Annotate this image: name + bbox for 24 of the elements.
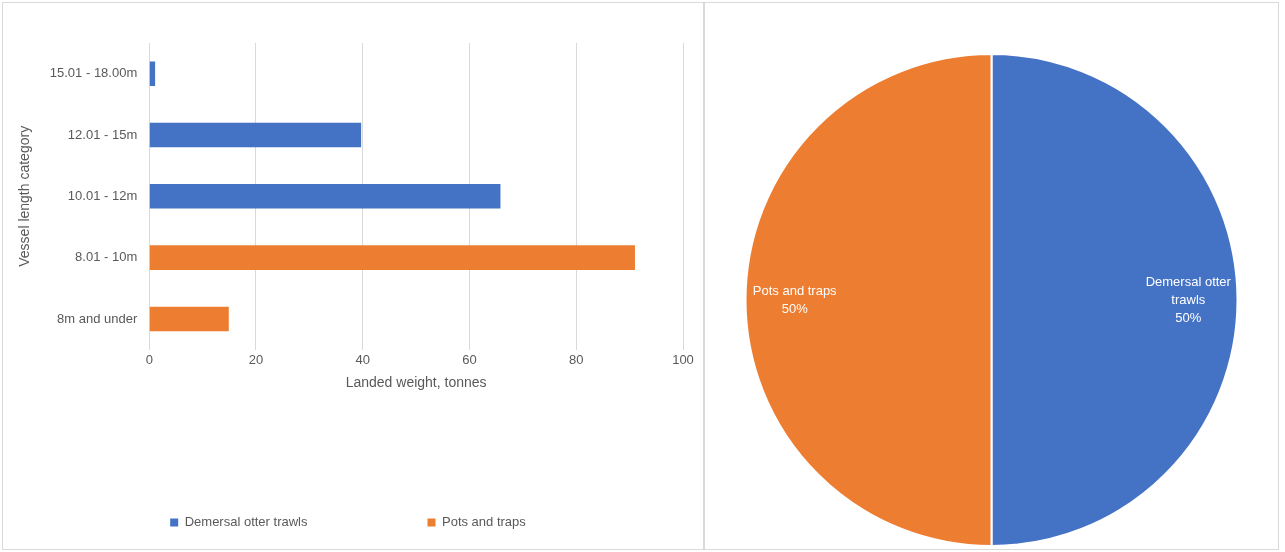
y-axis-title: Vessel length category [16,125,33,267]
legend-label: Demersal otter trawls [184,514,308,530]
bar [149,61,156,86]
bar [149,306,229,332]
x-axis-title: Landed weight, tonnes [345,374,487,391]
x-tick-label: 20 [248,351,264,367]
bar [149,184,501,209]
slice-label: Pots and traps [752,282,838,298]
slice-label: Demersal otter trawls [1145,273,1232,307]
y-tick-label: 8m and under [57,310,138,326]
x-tick-label: 0 [145,351,153,367]
y-tick-label: 8.01 - 10m [75,249,138,265]
bar [149,245,635,270]
x-tick-label: 60 [462,351,477,367]
x-tick-label: 100 [672,351,694,367]
y-tick-label: 10.01 - 12m [67,187,138,203]
y-tick-label: 12.01 - 15m [67,126,138,142]
y-tick-label: 15.01 - 18.00m [49,65,138,81]
x-tick-label: 40 [355,351,370,367]
data-label: 50% [781,300,809,316]
x-tick-label: 80 [569,351,584,367]
legend-label: Pots and traps [441,514,527,530]
data-label: 50% [1175,309,1202,325]
bar [149,122,362,148]
